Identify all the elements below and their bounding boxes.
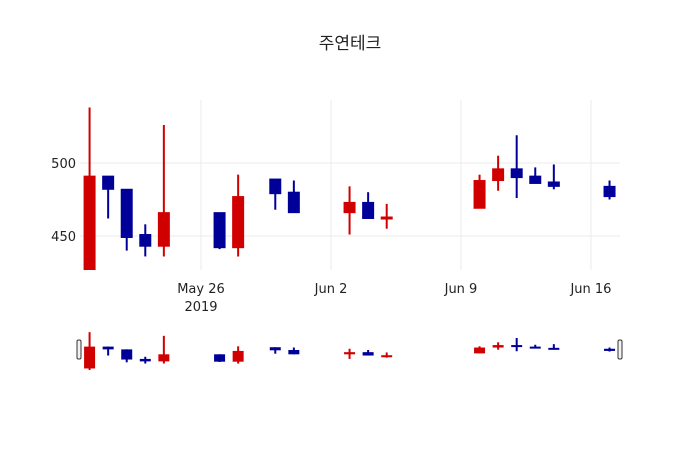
x-tick-label: May 26: [177, 282, 225, 297]
slider-candle: [604, 347, 616, 352]
candle[interactable]: [139, 224, 152, 257]
range-slider-handle-left[interactable]: [76, 339, 82, 360]
chart-title: 주연테크: [319, 34, 382, 54]
x-tick-label: Jun 16: [569, 282, 611, 297]
candle[interactable]: [157, 125, 170, 257]
candle[interactable]: [232, 174, 245, 257]
candle[interactable]: [473, 174, 486, 209]
candle[interactable]: [510, 135, 523, 199]
slider-candle: [214, 354, 226, 362]
slider-candle: [84, 332, 96, 370]
slider-candle: [511, 338, 523, 352]
candle[interactable]: [529, 167, 542, 184]
range-slider-handle-right[interactable]: [617, 339, 623, 360]
candle[interactable]: [603, 180, 616, 200]
y-axis: 450 500: [51, 157, 76, 245]
x-tick-label: Jun 2: [314, 282, 348, 297]
slider-candle: [492, 342, 504, 350]
x-tick-label: Jun 9: [444, 282, 478, 297]
gridlines: [80, 100, 620, 270]
candle[interactable]: [102, 175, 115, 219]
candle[interactable]: [120, 188, 133, 251]
candle[interactable]: [492, 155, 505, 191]
slider-candle: [121, 349, 133, 363]
slider-candle: [288, 347, 300, 355]
slider-candle: [269, 347, 281, 354]
slider-candle: [102, 346, 114, 356]
y-tick-label: 500: [51, 157, 76, 172]
range-slider[interactable]: [76, 332, 623, 370]
slider-candle: [529, 344, 541, 349]
candle[interactable]: [269, 178, 282, 210]
candle[interactable]: [83, 107, 96, 288]
slider-candle: [139, 356, 151, 364]
slider-candle: [381, 352, 393, 358]
candle[interactable]: [362, 192, 375, 219]
slider-candle: [474, 346, 486, 354]
candle[interactable]: [380, 203, 393, 229]
slider-candle: [232, 346, 244, 364]
y-tick-label: 450: [51, 230, 76, 245]
slider-candle: [548, 344, 560, 350]
candle[interactable]: [287, 180, 300, 214]
x-axis: May 26 2019 Jun 2 Jun 9 Jun 16: [177, 282, 611, 315]
slider-candle: [344, 348, 356, 359]
slider-candle: [362, 350, 374, 356]
candle[interactable]: [547, 164, 560, 190]
plot-area[interactable]: [83, 107, 616, 288]
x-tick-year: 2019: [184, 300, 217, 315]
slider-candle: [158, 335, 170, 364]
candle[interactable]: [343, 186, 356, 235]
candle[interactable]: [213, 212, 226, 250]
